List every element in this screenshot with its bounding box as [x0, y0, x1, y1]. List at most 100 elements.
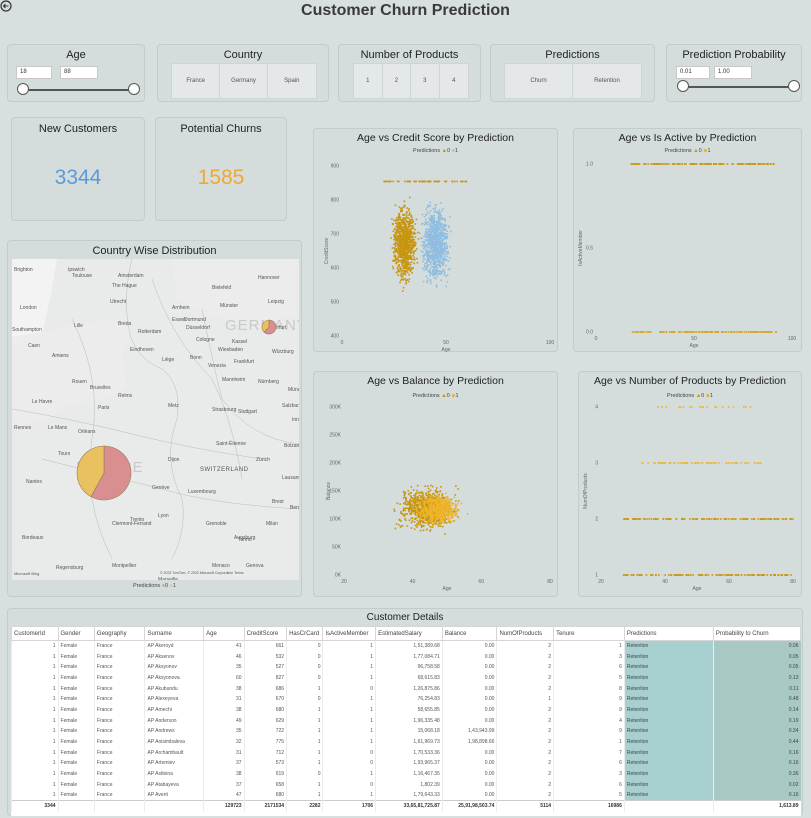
- table-cell: 0.36: [712, 768, 801, 780]
- data-point: [439, 252, 441, 255]
- data-point: [752, 518, 755, 520]
- predictions-option-retention[interactable]: Retention: [573, 64, 641, 98]
- table-header[interactable]: HasCrCard: [286, 626, 324, 641]
- country-option-spain[interactable]: Spain: [267, 64, 316, 98]
- data-point: [429, 525, 431, 528]
- table-header[interactable]: Predictions: [623, 626, 714, 641]
- data-point: [434, 249, 437, 251]
- table-row[interactable]: 1 Female France AP Anderson 49 629 1 1 1,96,335.…: [11, 715, 801, 726]
- table-row[interactable]: 1 Female France AP Atabayeva 37 658 1 0 1,802.39…: [11, 779, 801, 791]
- table-header[interactable]: Gender: [57, 626, 95, 641]
- probability-max-input[interactable]: 1.00: [714, 66, 752, 79]
- table-row[interactable]: 1 Female France AP Aksyonova 60 827 0 1 68,615.8…: [11, 672, 801, 684]
- age-max-input[interactable]: 88: [60, 66, 98, 79]
- data-point: [441, 239, 444, 242]
- table-cell: 0.11: [712, 683, 801, 694]
- table-cell: 0.00: [441, 790, 497, 801]
- balance-chart-plot[interactable]: 20 40 60 800K50K100K150K200K250K300KAgeBala…: [314, 401, 559, 596]
- table-row[interactable]: 1 Female France AP Andrews 35 722 1 1 15,068.18 1…: [11, 726, 801, 737]
- table-header[interactable]: IsActiveMember: [322, 626, 377, 641]
- map-city-label: Tours: [58, 451, 71, 457]
- table-row[interactable]: 1 Female France AP Anisimbaleva 32 775 1 1 1,61,…: [11, 736, 801, 748]
- data-point: [422, 521, 424, 524]
- data-point: [423, 223, 426, 226]
- data-point: [692, 163, 694, 165]
- age-min-input[interactable]: 18: [16, 66, 52, 79]
- table-row[interactable]: 1 Female France AP Akeroyd 41 661 0 1 1,51,389.6…: [11, 640, 801, 652]
- table-row[interactable]: 1 Female France AP Artemiev 37 573 1 0 1,93,965.…: [11, 758, 801, 769]
- table-row[interactable]: 1 Female France AP Akubundu 38 686 1 0 1,26,875.…: [11, 683, 801, 694]
- data-point: [641, 331, 644, 333]
- probability-slider-track[interactable]: [682, 86, 794, 88]
- table-header[interactable]: Geography: [93, 626, 146, 641]
- table-row[interactable]: 1 Female France AP Astleina 38 619 0 1 1,16,467.…: [11, 768, 801, 780]
- country-map[interactable]: GERMANY FRANCE SWITZERLAND BrightonIpswi…: [12, 259, 299, 580]
- table-row[interactable]: 1 Female France AP Amechi 38 680 1 1 58,655.85 0.…: [11, 704, 801, 716]
- data-point: [781, 518, 784, 520]
- age-slider-min-handle[interactable]: [17, 83, 29, 95]
- data-point: [447, 500, 450, 502]
- data-point: [404, 271, 407, 273]
- table-header[interactable]: Surname: [144, 626, 205, 641]
- country-option-germany[interactable]: Germany: [220, 64, 268, 98]
- products-option-3[interactable]: 3: [411, 64, 440, 98]
- map-city-label: Mannheim: [222, 377, 246, 383]
- country-option-france[interactable]: France: [172, 64, 221, 98]
- age-slider-track[interactable]: [22, 89, 136, 91]
- data-point: [407, 507, 410, 510]
- table-row[interactable]: 1 Female France AP Archambault 31 712 1 0 1,70,5…: [11, 747, 801, 759]
- data-point: [401, 210, 404, 212]
- data-point: [404, 507, 407, 510]
- data-point: [411, 248, 414, 250]
- predictions-option-churn[interactable]: Churn: [505, 64, 573, 98]
- table-cell: 0: [322, 779, 376, 791]
- data-point: [423, 500, 426, 502]
- data-point: [437, 180, 440, 183]
- table-header[interactable]: CreditScore: [243, 626, 288, 641]
- products-option-1[interactable]: 1: [354, 64, 383, 98]
- table-header[interactable]: Age: [203, 626, 245, 641]
- data-point: [409, 237, 411, 239]
- table-row[interactable]: 1 Female France AP Aksyonov 35 527 0 1 96,758.58…: [11, 661, 801, 673]
- products-option-4[interactable]: 4: [439, 64, 468, 98]
- data-point: [427, 260, 430, 263]
- table-cell: 0.00: [441, 715, 497, 726]
- data-point: [436, 260, 439, 262]
- probability-slider-min-handle[interactable]: [677, 80, 689, 92]
- table-header[interactable]: CustomerId: [11, 626, 59, 641]
- table-header[interactable]: EstimatedSalary: [375, 626, 443, 641]
- data-point: [736, 462, 738, 464]
- data-point: [740, 462, 742, 464]
- data-point: [446, 236, 448, 239]
- data-point: [456, 510, 459, 513]
- table-cell: 6: [553, 779, 625, 791]
- data-point: [440, 247, 443, 250]
- pie-germany[interactable]: [261, 319, 277, 335]
- pie-france[interactable]: [76, 445, 132, 501]
- table-header[interactable]: Probability to Churn: [712, 626, 801, 641]
- data-point: [683, 163, 686, 165]
- data-point: [397, 265, 400, 268]
- table-cell: 1: [11, 640, 59, 652]
- probability-slider-max-handle[interactable]: [788, 80, 800, 92]
- products-option-2[interactable]: 2: [382, 64, 411, 98]
- data-point: [423, 180, 426, 183]
- customer-table-wrap[interactable]: CustomerId Gender Geography Surname Age Credi…: [11, 626, 801, 816]
- table-row[interactable]: 1 Female France AP Alexeyeva 31 670 0 1 76,254.8…: [11, 693, 801, 705]
- table-row[interactable]: 1 Female France AP Aksenov 46 532 0 1 1,77,084.7…: [11, 651, 801, 662]
- data-point: [407, 254, 410, 257]
- table-row[interactable]: 1 Female France AP Avent 47 680 1 1 1,79,643.33 0…: [11, 790, 801, 801]
- data-point: [395, 248, 397, 250]
- age-slider-max-handle[interactable]: [128, 83, 140, 95]
- map-city-label: Ipswich: [68, 267, 85, 273]
- back-arrow-icon[interactable]: [0, 0, 14, 14]
- data-point: [415, 498, 417, 501]
- table-header[interactable]: Tenure: [553, 626, 625, 641]
- data-point: [398, 255, 401, 257]
- table-header[interactable]: Balance: [441, 626, 498, 641]
- table-header[interactable]: NumOfProducts: [496, 626, 555, 641]
- probability-min-input[interactable]: 0.01: [676, 66, 710, 79]
